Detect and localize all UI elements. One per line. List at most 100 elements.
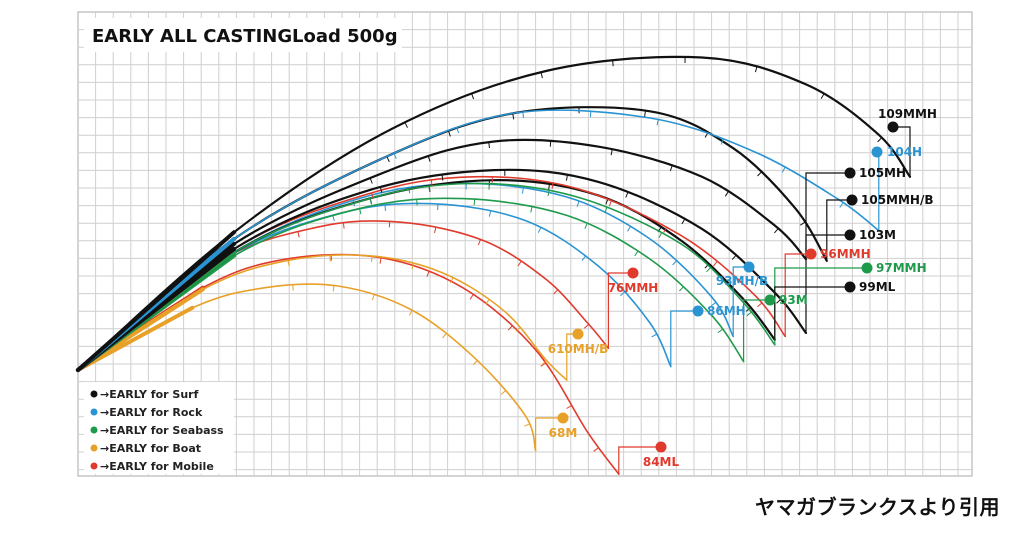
- legend-marker: [90, 408, 98, 416]
- end-label-86mh: 86MH: [707, 304, 746, 318]
- guide-tick: [450, 277, 454, 284]
- guide-tick: [379, 186, 383, 193]
- guide-tick: [540, 72, 543, 79]
- end-dot-76mmh: [627, 267, 639, 279]
- guide-tick: [669, 165, 673, 172]
- guide-tick: [507, 325, 513, 331]
- guide-tick: [706, 267, 712, 273]
- legend-item-label: →EARLY for Mobile: [100, 460, 214, 473]
- guide-tick: [369, 177, 373, 184]
- guide-tick: [608, 200, 612, 207]
- guide-tick: [371, 192, 374, 199]
- end-label-93mh-b: 93MH/B: [716, 274, 768, 288]
- guide-tick: [488, 142, 490, 149]
- guide-tick: [663, 226, 668, 233]
- guide-tick: [537, 227, 542, 233]
- series-butt: [76, 230, 236, 372]
- guide-tick: [656, 119, 659, 126]
- end-label-group: 109MMH 104H 105MH 105MMH/B 103M 96MMH 97MMH 93M…: [534, 107, 937, 475]
- end-dot-84ml: [655, 441, 667, 453]
- end-dot-105mmh-b: [846, 194, 858, 206]
- guide-tick: [379, 257, 382, 264]
- guide-tick: [441, 174, 444, 181]
- guide-tick: [411, 262, 415, 270]
- guide-tick: [547, 190, 550, 197]
- end-label-93m: 93M: [779, 293, 808, 307]
- guide-tick: [342, 222, 345, 229]
- legend-item-label: →EARLY for Seabass: [100, 424, 224, 437]
- guide-tick: [548, 183, 550, 190]
- end-dot-610mh-b: [572, 328, 584, 340]
- end-label-610mh-b: 610MH/B: [548, 342, 609, 356]
- guide-tick: [757, 302, 763, 308]
- guide-tick: [746, 311, 752, 317]
- guide-tick: [672, 260, 677, 266]
- guide-tick: [404, 122, 408, 128]
- guide-tick: [565, 174, 568, 181]
- guide-tick: [581, 255, 586, 262]
- legend: →EARLY for Surf →EARLY for Rock →EARLY for…: [84, 382, 234, 474]
- guide-tick: [428, 186, 431, 193]
- end-dot-103m: [844, 229, 856, 241]
- guide-tick: [576, 200, 580, 207]
- end-dot-109mmh: [887, 121, 899, 133]
- guide-tick: [359, 208, 362, 215]
- end-dot-68m: [557, 412, 569, 424]
- end-dot-86mh: [692, 305, 704, 317]
- legend-item-label: →EARLY for Boat: [100, 442, 201, 455]
- guide-tick: [839, 202, 844, 208]
- leader-103m: [805, 234, 850, 333]
- end-dot-99ml: [844, 281, 856, 293]
- guide-tick: [471, 93, 475, 100]
- end-dot-105mh: [844, 167, 856, 179]
- guide-tick: [369, 198, 372, 205]
- legend-item-label: →EARLY for Surf: [100, 388, 199, 401]
- guide-tick: [754, 66, 758, 73]
- legend-marker: [90, 390, 98, 398]
- guide-tick: [297, 231, 300, 238]
- leader-84ml: [618, 446, 661, 475]
- end-label-105mh: 105MH: [859, 166, 906, 180]
- guide-tick: [447, 130, 451, 137]
- guide-tick: [332, 285, 335, 292]
- chart-title: EARLY ALL CASTING: [92, 26, 292, 47]
- legend-marker: [90, 426, 98, 434]
- end-label-96mmh: 96MMH: [820, 247, 871, 261]
- legend-backdrop: [84, 382, 234, 474]
- guide-tick: [634, 250, 639, 257]
- guide-tick: [393, 153, 397, 159]
- guide-tick: [710, 301, 717, 307]
- guide-tick: [720, 138, 724, 145]
- guide-tick: [731, 254, 737, 260]
- guide-tick: [512, 113, 515, 120]
- guide-tick: [612, 60, 614, 67]
- guide-tick: [566, 405, 572, 409]
- end-label-68m: 68M: [549, 426, 578, 440]
- guide-tick: [500, 390, 507, 395]
- guide-tick: [371, 294, 375, 301]
- end-dot-93mh-b: [743, 261, 755, 273]
- guide-tick: [442, 332, 447, 339]
- guide-tick: [541, 360, 547, 365]
- end-label-76mmh: 76MMH: [608, 281, 659, 295]
- guide-tick: [776, 298, 782, 304]
- leader-105mh: [805, 172, 850, 260]
- guide-tick: [593, 447, 599, 452]
- guide-tick: [644, 110, 646, 117]
- guide-tick: [724, 190, 729, 197]
- guide-tick: [627, 226, 632, 232]
- guide-tick: [553, 289, 559, 295]
- guide-tick: [605, 198, 609, 205]
- leader-105mmh-b: [826, 199, 852, 261]
- legend-item-label: →EARLY for Rock: [100, 406, 203, 419]
- guide-tick: [469, 294, 474, 300]
- guide-tick: [384, 204, 386, 211]
- guide-tick: [430, 179, 433, 186]
- guide-tick: [522, 111, 524, 118]
- leader-76mmh: [607, 272, 633, 349]
- guide-tick: [485, 299, 490, 305]
- guide-tick: [584, 222, 588, 229]
- end-label-109mmh: 109MMH: [878, 107, 937, 121]
- guide-tick: [774, 228, 779, 234]
- leader-68m: [534, 417, 563, 451]
